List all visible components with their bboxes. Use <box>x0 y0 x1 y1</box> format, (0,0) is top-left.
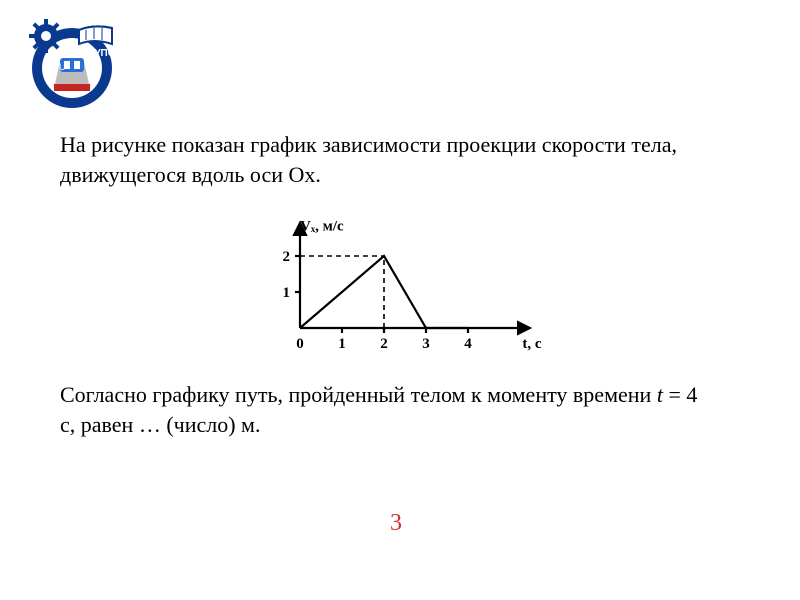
svg-text:2: 2 <box>283 249 291 265</box>
problem-statement: На рисунке показан график зависимости пр… <box>60 130 700 189</box>
svg-text:1: 1 <box>338 336 346 352</box>
logo-label: РГУПС <box>82 48 115 59</box>
question-text: Согласно графику путь, пройденный телом … <box>60 380 700 439</box>
velocity-chart: 0 1 2 3 4 1 2 Vₓ, м/с t, с <box>245 210 555 360</box>
logo-u-text: U <box>59 62 66 72</box>
svg-text:2: 2 <box>380 336 388 352</box>
page: РГУПС <box>0 0 800 600</box>
svg-text:0: 0 <box>296 336 304 352</box>
logo: РГУПС <box>24 18 134 108</box>
book-icon <box>52 26 112 44</box>
svg-text:t, с: t, с <box>522 336 541 352</box>
svg-text:4: 4 <box>464 336 472 352</box>
svg-text:1: 1 <box>283 285 291 301</box>
svg-text:3: 3 <box>422 336 430 352</box>
svg-text:Vₓ, м/с: Vₓ, м/с <box>300 218 344 234</box>
answer-value: 3 <box>390 510 402 537</box>
q-prefix: Согласно графику путь, пройденный телом … <box>60 382 657 407</box>
